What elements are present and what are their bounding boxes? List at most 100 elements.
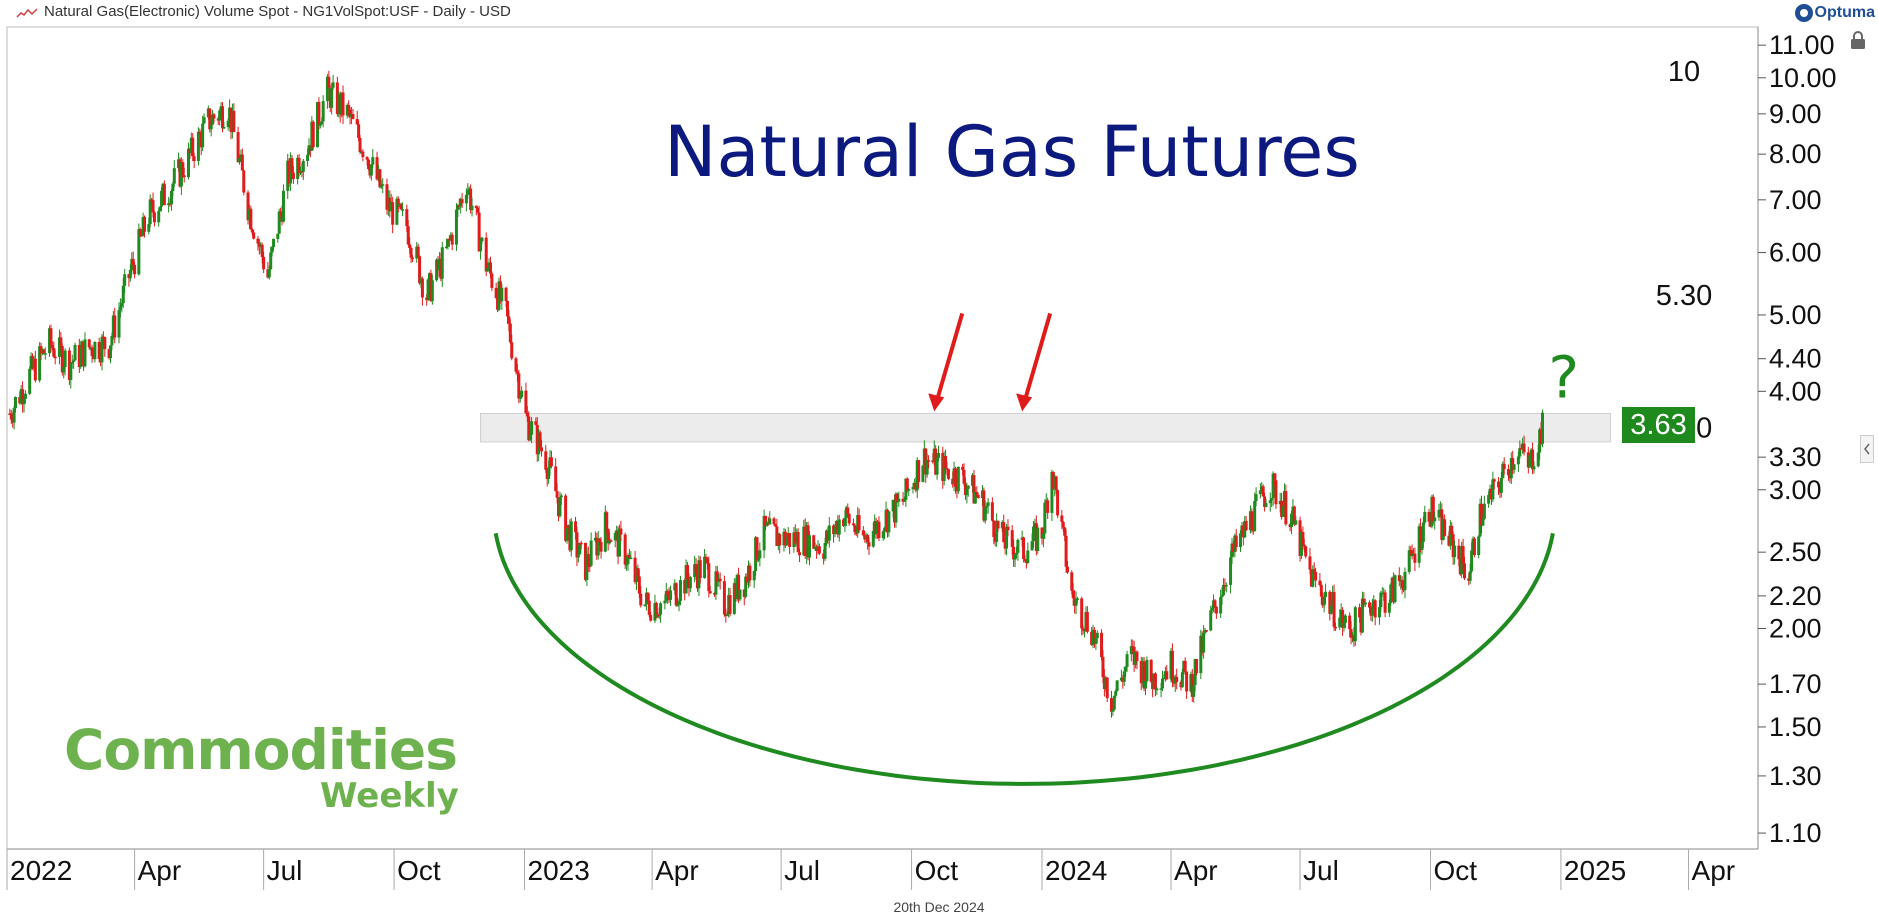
candle xyxy=(97,337,101,363)
candle xyxy=(158,206,162,212)
candle xyxy=(530,417,534,444)
candle xyxy=(409,246,413,263)
candle xyxy=(944,449,948,474)
candle xyxy=(773,523,777,527)
candle xyxy=(1333,622,1337,631)
candle xyxy=(1145,656,1149,684)
candle xyxy=(450,232,454,251)
candle xyxy=(500,283,504,310)
price-tick-label: 11.00 xyxy=(1769,30,1835,60)
candle xyxy=(649,611,653,622)
candle xyxy=(1026,542,1030,564)
candle xyxy=(907,487,911,497)
candle xyxy=(788,532,792,555)
candle xyxy=(1175,668,1179,690)
candle xyxy=(21,381,25,413)
candle xyxy=(1095,630,1099,643)
candle xyxy=(240,148,244,171)
candle xyxy=(1477,534,1481,559)
candle xyxy=(23,390,27,404)
candle xyxy=(758,542,762,567)
candle xyxy=(109,345,113,364)
price-tick-label: 1.30 xyxy=(1769,761,1822,791)
candle xyxy=(946,469,950,481)
candle xyxy=(772,516,776,526)
mini-chart-icon xyxy=(16,8,38,18)
candle xyxy=(678,575,682,606)
candle xyxy=(1540,409,1544,448)
time-tick-label: Jul xyxy=(784,855,820,886)
candle xyxy=(881,530,885,541)
candle xyxy=(1224,582,1228,593)
candle xyxy=(508,319,512,345)
time-tick-label: Apr xyxy=(1692,855,1736,886)
time-tick-label: Oct xyxy=(1433,855,1477,886)
price-tick-label: 4.40 xyxy=(1769,344,1822,374)
candle xyxy=(752,570,756,588)
candle xyxy=(1324,583,1328,605)
candle xyxy=(118,298,122,318)
candle xyxy=(847,512,851,526)
candle xyxy=(1221,578,1225,596)
candle xyxy=(540,439,544,457)
candle xyxy=(883,526,887,540)
candle xyxy=(1397,567,1401,587)
candle xyxy=(629,551,633,560)
candle xyxy=(1105,677,1109,703)
candle xyxy=(1512,464,1516,474)
candle xyxy=(276,233,280,243)
candle xyxy=(1170,643,1174,688)
candle xyxy=(1043,499,1047,540)
candle xyxy=(669,585,673,606)
candle xyxy=(311,120,315,150)
candle xyxy=(1472,536,1476,558)
price-tick-label: 1.50 xyxy=(1769,712,1822,742)
candle xyxy=(1400,576,1404,595)
price-tick-label: 1.10 xyxy=(1769,818,1822,848)
candle xyxy=(1453,540,1457,565)
candle xyxy=(877,516,881,541)
candle xyxy=(1111,709,1115,716)
candle xyxy=(1250,508,1254,533)
candle xyxy=(1332,584,1336,632)
candle xyxy=(218,108,222,126)
candle xyxy=(1165,665,1169,681)
candle xyxy=(378,168,382,189)
candle xyxy=(1522,435,1526,456)
candle xyxy=(544,444,548,473)
candle xyxy=(466,183,470,199)
question-mark: ? xyxy=(1548,344,1579,412)
candle xyxy=(301,158,305,181)
candle xyxy=(63,348,67,376)
candle xyxy=(357,120,361,142)
candle xyxy=(1389,582,1393,606)
price-tick-label: 3.30 xyxy=(1769,442,1822,472)
candle xyxy=(236,126,240,163)
candle xyxy=(575,527,579,567)
candle xyxy=(72,359,76,369)
candle xyxy=(321,95,325,128)
collapse-panel-icon[interactable] xyxy=(1860,435,1874,463)
lock-icon[interactable] xyxy=(1849,30,1867,50)
candle xyxy=(1492,478,1496,490)
price-tick-label: 2.00 xyxy=(1769,614,1822,644)
candle xyxy=(585,547,589,586)
time-tick-label: 2023 xyxy=(528,855,590,886)
candle xyxy=(643,604,647,607)
candle xyxy=(623,532,627,569)
candle xyxy=(986,498,990,514)
candle xyxy=(1433,511,1437,530)
candle xyxy=(123,268,127,293)
candle xyxy=(1124,665,1128,677)
candle xyxy=(538,430,542,450)
candle xyxy=(1006,519,1010,537)
candle xyxy=(990,497,994,522)
candle xyxy=(1437,503,1441,521)
resistance-band xyxy=(480,412,1612,443)
candle xyxy=(406,219,410,246)
time-tick-label: Jul xyxy=(1303,855,1339,886)
candle xyxy=(867,537,871,555)
brand-line-2: Weekly xyxy=(320,776,459,816)
candle xyxy=(866,533,870,550)
